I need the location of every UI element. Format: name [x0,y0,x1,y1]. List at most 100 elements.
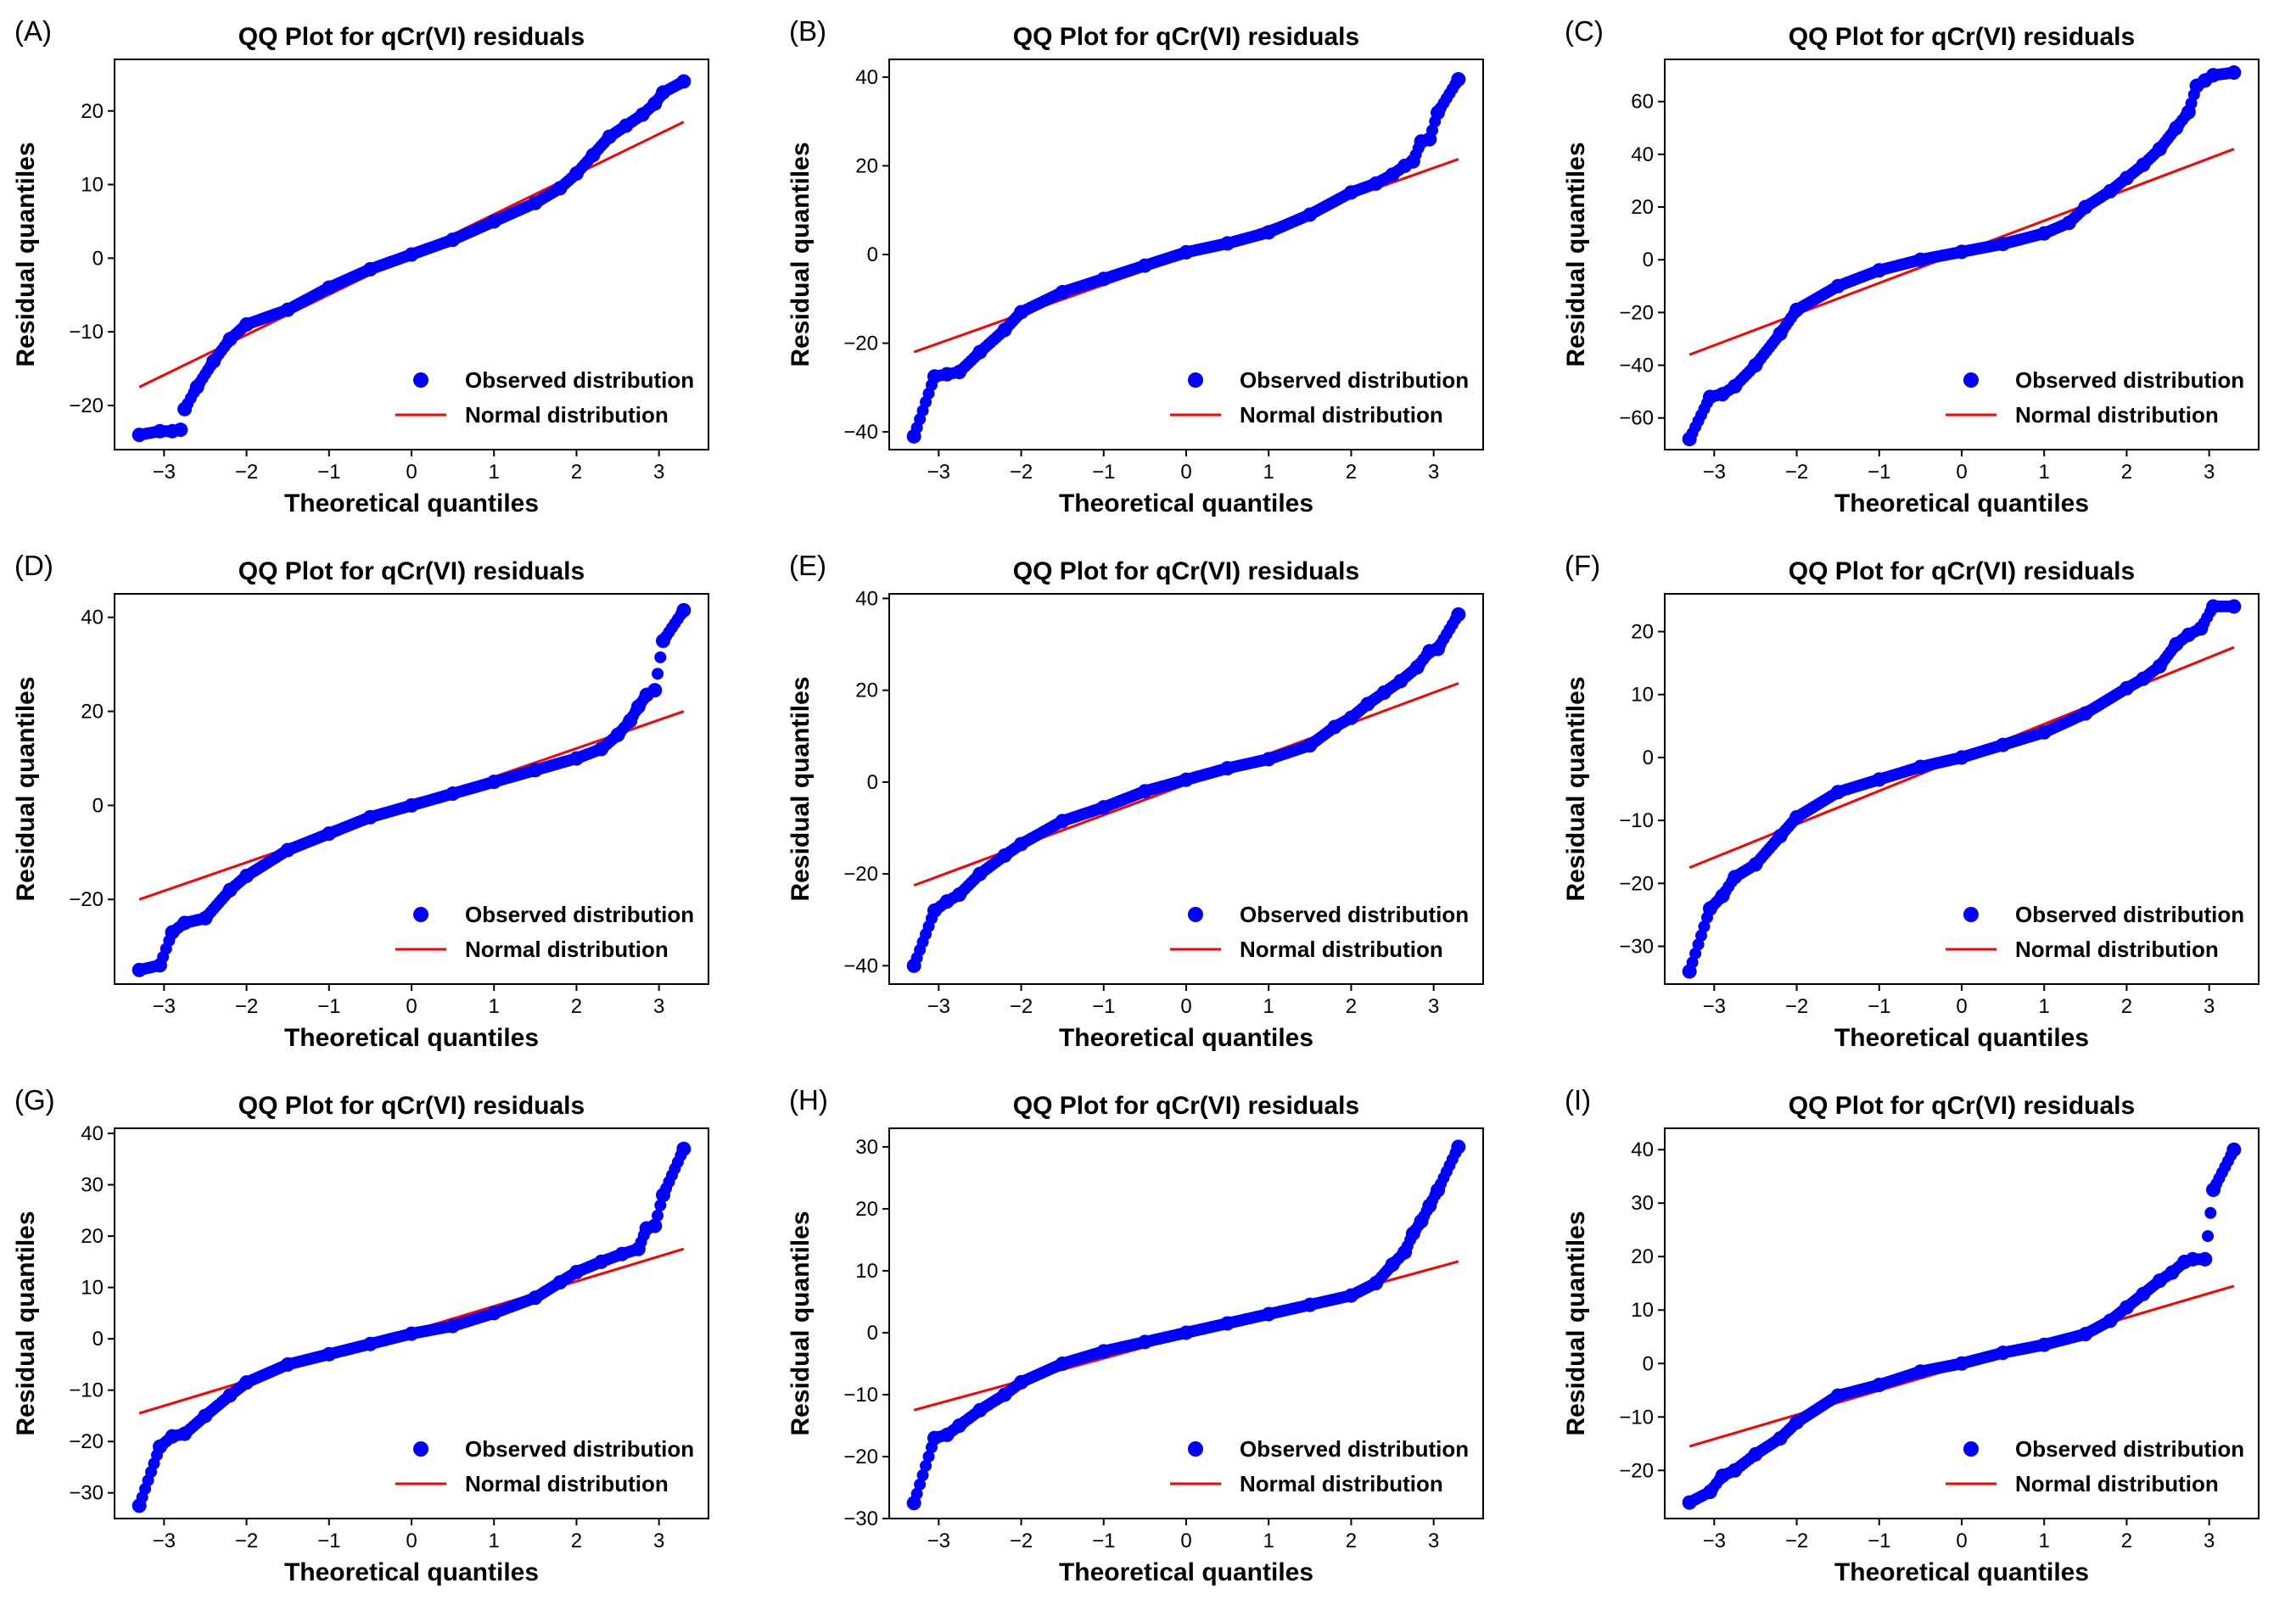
y-tick-label: 30 [855,1136,878,1159]
y-tick-label: 20 [81,701,104,724]
observed-point [2119,171,2134,186]
y-axis-label: Residual quantiles [787,676,815,901]
observed-point [952,1418,967,1433]
y-axis-label: Residual quantiles [12,1211,40,1435]
observed-point [619,118,634,133]
observed-point [322,1346,337,1362]
x-axis-label: Theoretical quantiles [284,489,539,517]
observed-point [1261,1306,1276,1322]
observed-point [1912,252,1928,267]
observed-point [2152,1273,2167,1289]
observed-point [280,1356,295,1372]
legend: Observed distribution Normal distribution [1170,367,1469,428]
observed-point [2169,636,2184,652]
y-tick-label: 0 [92,1328,104,1351]
legend-normal-label: Normal distribution [465,937,669,962]
legend-observed-marker [1188,907,1203,922]
observed-point [322,280,337,295]
y-tick-label: 20 [1631,621,1654,644]
observed-point [676,602,692,618]
panel-label: (A) [14,15,52,47]
y-tick-label: 20 [855,680,878,702]
observed-point [1702,389,1717,405]
observed-point [972,866,988,881]
observed-quantile-fill [1695,929,1708,942]
qq-panel: (E) QQ Plot for qCr(VI) residuals −3 −2 −1 0 1… [787,550,1484,1052]
y-tick-label: 20 [855,1198,878,1221]
panel-label: (B) [789,15,826,47]
observed-point [1715,1468,1730,1484]
observed-quantile-fill [920,1459,932,1472]
x-axis-label: Theoretical quantiles [1834,1024,2089,1052]
panel-label: (F) [1565,550,1600,581]
y-tick-label: 0 [867,243,878,266]
observed-point [1728,378,1743,394]
panel-label: (C) [1565,15,1604,47]
observed-point [2061,215,2076,231]
x-tick-label: 2 [571,1530,582,1552]
chart-title: QQ Plot for qCr(VI) residuals [1789,557,2135,585]
y-axis-label: Residual quantiles [1562,676,1590,901]
y-axis-label: Residual quantiles [1562,1211,1590,1435]
qq-panel: (D) QQ Plot for qCr(VI) residuals −3 −2 −1 0 1… [12,550,709,1052]
panel-label: (I) [1565,1084,1591,1116]
panel-label: (H) [789,1084,828,1116]
x-axis-label: Theoretical quantiles [1059,1024,1313,1052]
observed-point [1220,1316,1235,1331]
observed-point [1414,1214,1429,1229]
y-tick-label: 20 [81,100,104,123]
observed-point [2152,658,2167,674]
observed-point [1393,674,1408,689]
x-tick-label: −1 [1868,461,1890,484]
observed-point [1830,1388,1845,1403]
observed-point [132,1498,147,1513]
observed-point [1055,814,1070,829]
observed-point [1789,809,1805,825]
x-tick-label: −3 [153,995,176,1018]
observed-point [2136,1286,2151,1301]
x-tick-label: −2 [1010,1530,1033,1552]
x-tick-label: 2 [1346,995,1357,1018]
y-tick-label: 0 [92,247,104,270]
x-tick-label: 3 [1428,1530,1439,1552]
observed-point [1343,185,1358,200]
x-axis-label: Theoretical quantiles [284,1558,539,1586]
observed-point [952,887,967,902]
observed-point [623,713,638,729]
x-tick-label: 1 [2039,995,2050,1018]
chart-title: QQ Plot for qCr(VI) residuals [238,557,585,585]
qq-panel: (I) QQ Plot for qCr(VI) residuals−3 −2 −1 0 1… [1562,1084,2260,1586]
observed-quantile-fill [652,1209,664,1222]
observed-point [2078,1327,2093,1342]
x-tick-label: −1 [1868,995,1890,1018]
observed-point [1261,225,1276,240]
x-tick-label: 2 [2121,461,2132,484]
observed-point [1702,901,1717,916]
qq-panel: (H) QQ Plot for qCr(VI) residuals−3 −2 −1 0 1… [787,1084,1484,1586]
y-tick-label: −30 [69,1482,104,1505]
x-tick-label: −3 [1703,461,1726,484]
y-tick-label: 30 [1631,1192,1654,1215]
observed-quantile-fill [1698,920,1711,933]
qq-panel: (F) QQ Plot for qCr(VI) residuals−3 −2 −1 0 1… [1562,550,2260,1052]
x-tick-label: −1 [1092,995,1115,1018]
observed-point [1830,278,1845,294]
observed-point [486,1306,501,1321]
x-tick-label: 3 [2204,1530,2215,1552]
legend-observed-marker [413,907,428,922]
observed-point [568,1264,584,1279]
x-tick-label: −3 [153,461,176,484]
observed-point [906,958,921,973]
observed-point [1702,1484,1717,1499]
observed-point [2181,627,2196,642]
y-tick-label: 0 [1643,747,1654,769]
x-tick-label: 3 [653,461,664,484]
y-tick-label: 20 [1631,1245,1654,1268]
observed-point [239,869,255,884]
legend: Observed distribution Normal distribution [1170,1436,1469,1496]
observed-point [362,1336,378,1351]
observed-point [972,1402,988,1418]
observed-point [1014,1374,1029,1390]
qq-panel: (A) QQ Plot for qCr(VI) residuals−3 −2 −1 0 1… [12,15,709,517]
